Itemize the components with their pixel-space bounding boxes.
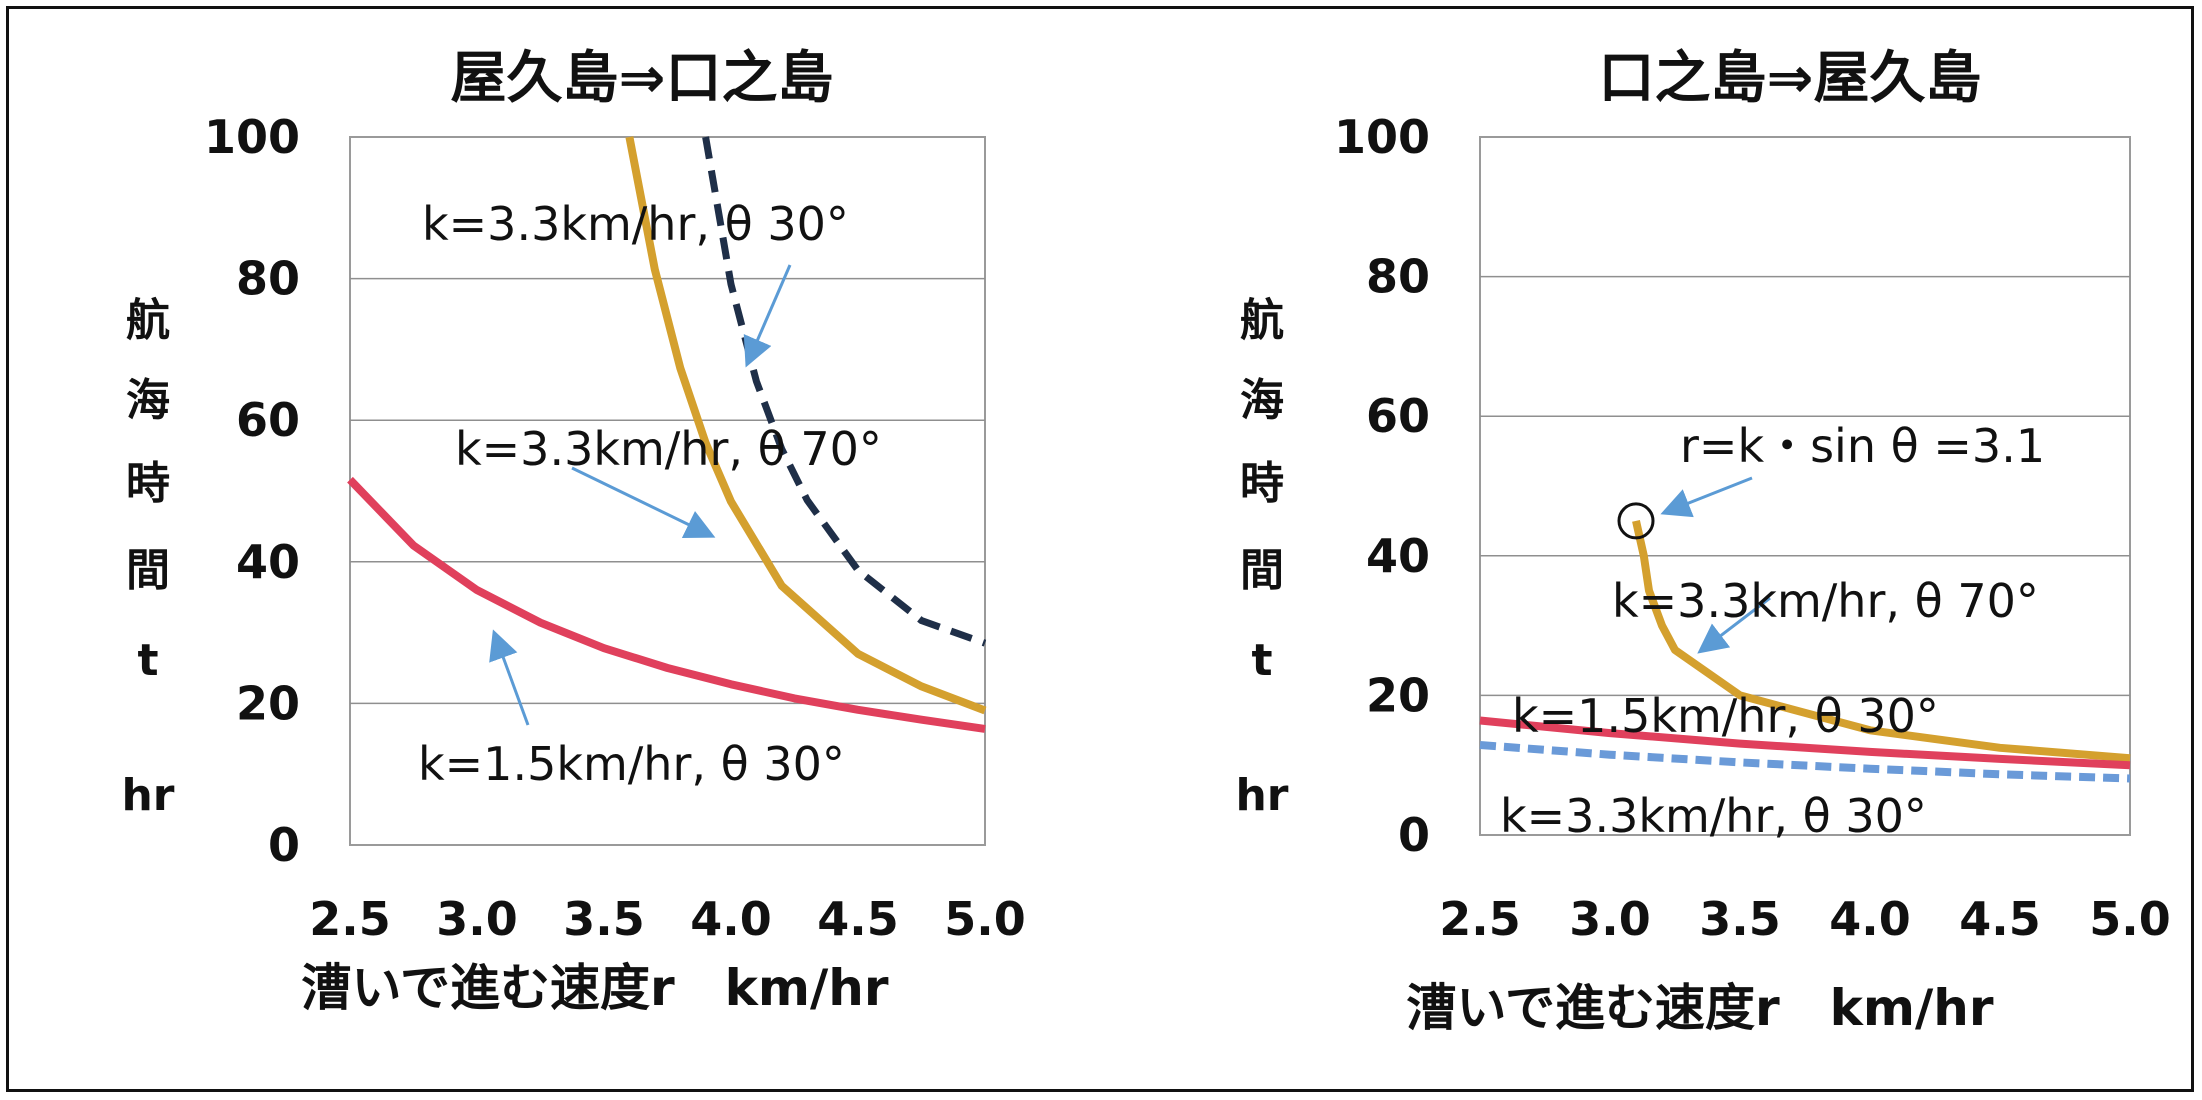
right-annotation-label: k=3.3km/hr, θ 30° [1500,789,1927,843]
right-marker-circle [1617,502,1655,540]
right-annotation-arrow [1697,596,1771,654]
right-chart-title: 口之島⇒屋久島 [1599,46,1982,111]
left-x-axis-label: 漕いで進む速度r km/hr [301,959,888,1017]
right-y-tick-label: 80 [1366,250,1430,304]
left-plot-area [349,136,986,846]
right-y-axis-label-char: 間 [1240,545,1284,596]
left-x-tick-label: 5.0 [944,892,1026,946]
left-series-line-2 [702,136,987,647]
left-y-axis-label-char: 時 [126,458,170,509]
figure-frame [6,6,2194,1092]
left-y-axis-label-char: 間 [126,545,170,596]
left-x-tick-label: 4.5 [817,892,899,946]
right-y-tick-label: 20 [1366,668,1430,722]
left-x-tick-label: 4.0 [690,892,772,946]
left-y-tick-label: 100 [204,110,300,164]
left-x-tick-label: 3.0 [436,892,518,946]
right-annotation-arrow [1660,476,1753,518]
left-y-axis-label-char: t [137,635,158,686]
right-y-tick-label: 40 [1366,529,1430,583]
left-x-tick-label: 3.5 [563,892,645,946]
left-annotation-label: k=3.3km/hr, θ 30° [422,197,849,251]
right-y-tick-label: 0 [1398,808,1430,862]
left-annotation-arrow [743,264,792,368]
left-series-line-1 [625,136,987,715]
right-x-tick-label: 4.0 [1829,892,1911,946]
right-annotation-label: k=3.3km/hr, θ 70° [1612,574,2039,628]
left-y-tick-label: 20 [236,676,300,730]
left-y-tick-label: 80 [236,252,300,306]
left-y-tick-label: 40 [236,535,300,589]
right-annotation-label: k=1.5km/hr, θ 30° [1512,689,1939,743]
left-y-axis-label-char: 航 [126,295,170,346]
right-y-axis-label-char: 航 [1240,295,1284,346]
left-chart-title: 屋久島⇒口之島 [451,46,834,111]
right-y-axis-label-char: t [1251,635,1272,686]
right-x-tick-label: 3.0 [1569,892,1651,946]
left-annotation-arrow [571,466,716,539]
right-x-axis-label: 漕いで進む速度r km/hr [1406,979,1993,1037]
left-y-axis-label-char: hr [121,770,174,821]
right-y-axis-label-char: 時 [1240,458,1284,509]
left-y-tick-label: 60 [236,393,300,447]
right-series-line-2 [1479,741,2131,783]
right-y-tick-label: 60 [1366,389,1430,443]
right-x-tick-label: 5.0 [2089,892,2171,946]
right-annotation-label: r=k・sin θ =3.1 [1680,419,2045,473]
right-x-tick-label: 3.5 [1699,892,1781,946]
right-series-line-1 [1479,716,2131,770]
left-series-line-0 [347,476,986,733]
left-y-axis-label-char: 海 [126,375,170,426]
left-annotation-label: k=3.3km/hr, θ 70° [455,422,882,476]
right-plot-area [1479,136,2131,836]
right-series-line-0 [1632,520,2131,763]
left-x-tick-label: 2.5 [309,892,391,946]
right-y-tick-label: 100 [1334,110,1430,164]
right-y-axis-label-char: 海 [1240,375,1284,426]
left-annotation-label: k=1.5km/hr, θ 30° [418,737,845,791]
right-y-axis-label-char: hr [1235,770,1288,821]
right-x-tick-label: 4.5 [1959,892,2041,946]
left-annotation-arrow [489,629,530,726]
left-y-tick-label: 0 [268,818,300,872]
right-x-tick-label: 2.5 [1439,892,1521,946]
